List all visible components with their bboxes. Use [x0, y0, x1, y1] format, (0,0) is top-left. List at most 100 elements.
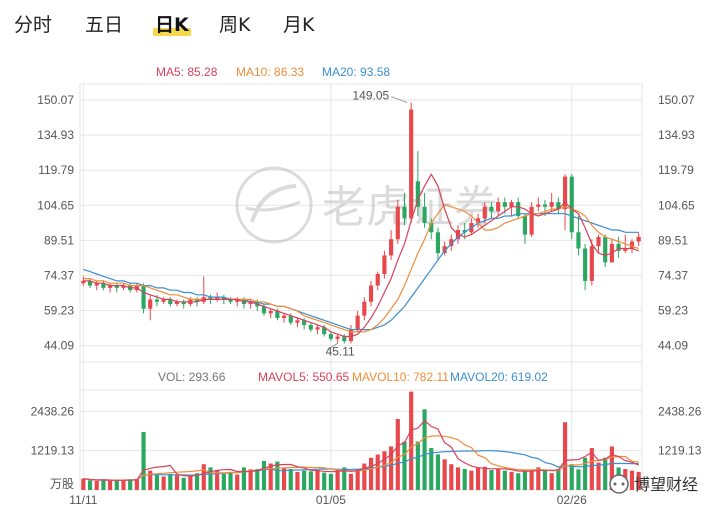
price-panel	[81, 96, 641, 350]
volume-bar	[395, 419, 400, 490]
volume-bar	[542, 470, 548, 490]
tab-five-day[interactable]: 五日	[85, 14, 124, 36]
price-tick-right: 134.93	[658, 128, 695, 142]
candle-body	[482, 206, 487, 219]
volume-bar	[489, 470, 494, 490]
tab-weekly-k[interactable]: 周K	[219, 14, 251, 36]
candle-body	[402, 206, 407, 219]
volume-bar	[529, 469, 534, 490]
volume-bar	[195, 473, 200, 490]
candle-body	[362, 301, 367, 316]
tab-intraday[interactable]: 分时	[14, 14, 53, 36]
volume-bar	[148, 470, 153, 490]
candle-body	[616, 243, 621, 251]
price-tick-left: 104.65	[37, 198, 74, 212]
volume-bar	[502, 470, 507, 490]
volume-bar	[603, 457, 608, 490]
volume-bar	[128, 479, 133, 490]
candle-body	[235, 299, 240, 302]
price-tick-left: 44.09	[44, 339, 74, 353]
volume-bar	[208, 467, 213, 490]
chart-labels: 150.07 150.07 134.93 134.93 119.79 119.79 104.…	[31, 65, 702, 507]
grid-lines	[79, 83, 643, 491]
high-annotation: 149.05	[352, 89, 389, 103]
volume-bar	[368, 457, 374, 490]
volume-bar	[442, 459, 447, 490]
candle-body	[141, 285, 146, 309]
volume-bar	[101, 479, 106, 490]
volume-bar	[302, 470, 307, 490]
volume-bar	[295, 471, 300, 490]
volume-bar	[469, 470, 474, 490]
volume-bar	[281, 467, 287, 490]
volume-bar	[342, 467, 347, 490]
candle-body	[529, 206, 534, 235]
candle-body	[496, 202, 501, 212]
candle-body	[636, 236, 641, 242]
volume-bar	[201, 464, 206, 490]
volume-bar	[134, 479, 139, 490]
volume-legend-0: VOL: 293.66	[158, 370, 226, 384]
candle-body	[288, 315, 293, 323]
candle-body	[415, 181, 420, 207]
candle-body	[516, 202, 521, 217]
volume-bar	[174, 475, 180, 490]
volume-bar	[221, 473, 226, 490]
volume-bar	[382, 451, 387, 490]
mavol5-line	[83, 419, 639, 481]
price-tick-left: 119.79	[38, 163, 74, 177]
volume-bar	[308, 471, 313, 490]
candle-body	[409, 109, 414, 219]
volume-bar	[449, 464, 454, 490]
candle-body	[623, 248, 628, 251]
candle-body	[569, 176, 574, 233]
tab-daily-k[interactable]: 日K	[153, 14, 191, 36]
candle-body	[154, 299, 160, 302]
volume-bar	[87, 480, 93, 490]
volume-bar	[275, 461, 280, 490]
ma-legend-2: MA20: 93.58	[322, 65, 390, 79]
volume-bar	[576, 469, 581, 490]
candle-body	[221, 297, 226, 300]
candle-body	[195, 299, 200, 302]
price-tick-right: 74.37	[658, 268, 688, 282]
volume-bar	[522, 470, 527, 490]
candle-body	[261, 306, 267, 314]
candle-body	[248, 301, 253, 305]
candle-body	[114, 285, 119, 288]
candle-body	[603, 236, 608, 263]
candle-body	[489, 206, 494, 212]
brand-name: 博望财经	[634, 475, 698, 494]
volume-bar	[168, 473, 173, 490]
volume-bar	[422, 409, 427, 490]
candle-body	[181, 301, 186, 305]
volume-bar	[496, 469, 501, 490]
candle-body	[335, 336, 340, 339]
candle-body	[328, 334, 333, 339]
price-tick-left: 74.37	[44, 268, 74, 282]
volume-bar	[629, 470, 635, 490]
x-tick-label: 02/26	[557, 493, 587, 507]
candle-body	[549, 202, 554, 207]
volume-bar	[335, 469, 340, 490]
ma-legend-0: MA5: 85.28	[156, 65, 218, 79]
volume-tick-left: 2438.26	[31, 404, 75, 418]
volume-bar	[108, 480, 113, 490]
volume-bar	[583, 457, 588, 490]
volume-unit: 万股	[50, 477, 74, 491]
volume-bar	[409, 391, 414, 490]
ma5-line	[83, 173, 639, 338]
tab-monthly-k[interactable]: 月K	[283, 14, 315, 36]
x-tick-label: 01/05	[316, 493, 346, 507]
price-tick-right: 44.09	[658, 339, 688, 353]
brand-badge: 博望财经	[609, 474, 698, 494]
price-tick-left: 150.07	[37, 93, 74, 107]
volume-bar	[375, 454, 380, 490]
volume-bar	[261, 460, 267, 490]
candle-body	[449, 239, 454, 247]
volume-bar	[509, 471, 514, 490]
volume-bar	[589, 448, 594, 490]
volume-bar	[435, 454, 441, 490]
volume-bar	[188, 476, 193, 490]
candle-body	[576, 232, 581, 249]
